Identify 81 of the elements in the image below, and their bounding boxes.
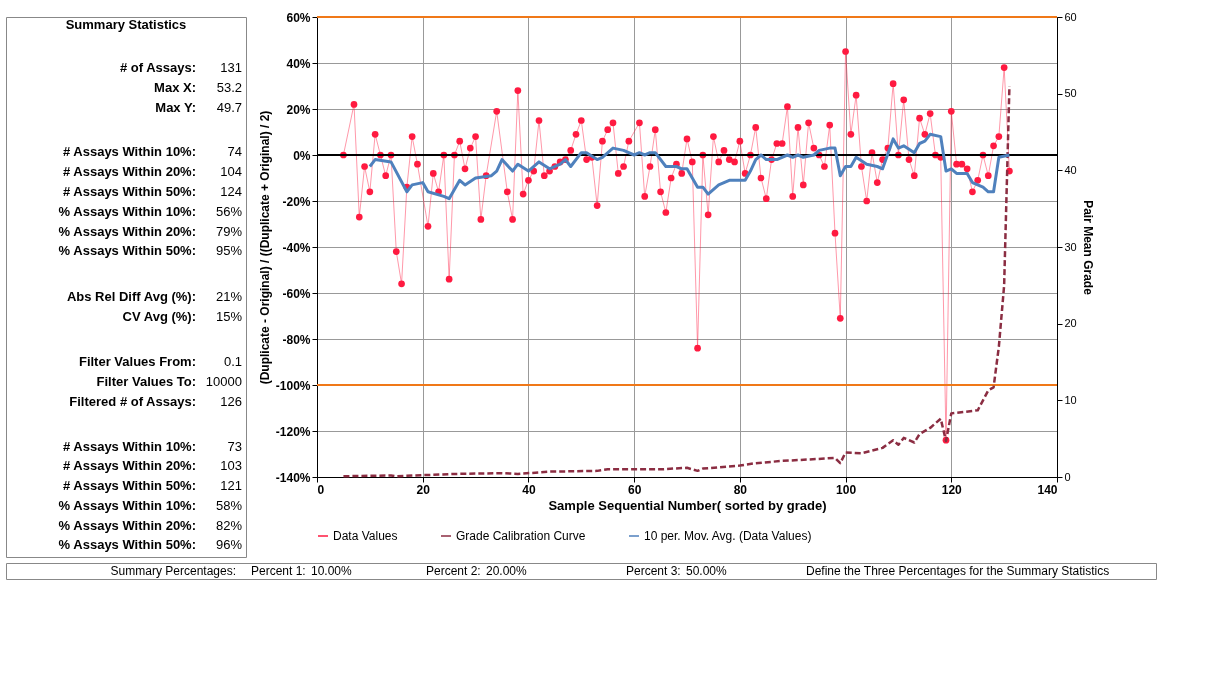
text: 96% <box>215 537 243 552</box>
x-tick-label: 120 <box>941 482 963 497</box>
text: 126 <box>220 394 242 409</box>
y2-tick-label: 10 <box>1064 393 1077 406</box>
text: Max Y: <box>155 100 196 115</box>
x-tick-label: 0 <box>317 482 325 497</box>
x-tick-label: 40 <box>522 482 536 497</box>
text: Filter Values From: <box>78 354 196 369</box>
text: Filter Values To: <box>96 374 196 389</box>
y-tick-label: 40% <box>286 56 311 71</box>
x-tick-label: 60 <box>627 482 642 497</box>
y-tick-label: 0% <box>293 148 311 163</box>
y-tick-label: 20% <box>286 102 311 117</box>
text: % Assays Within 10%: <box>58 204 196 219</box>
text: 0.1 <box>223 354 242 369</box>
legend-label: Grade Calibration Curve <box>456 529 586 543</box>
text: 95% <box>215 243 243 258</box>
text: 74 <box>227 144 242 159</box>
text: Abs Rel Diff Avg (%): <box>66 289 196 304</box>
text: Percent 1: <box>251 564 306 578</box>
text: Filtered # of Assays: <box>69 394 196 409</box>
text: 10000 <box>205 374 242 389</box>
text: # Assays Within 50%: <box>62 478 196 493</box>
text: 50.00% <box>686 564 728 578</box>
text: % Assays Within 20%: <box>58 518 196 533</box>
text: Summary Percentages: <box>110 564 236 578</box>
y-tick-label: -60% <box>282 286 311 301</box>
text: 103 <box>220 458 242 473</box>
text: 131 <box>220 60 242 75</box>
text: # Assays Within 20%: <box>62 164 196 179</box>
y-tick-label: -100% <box>275 378 311 393</box>
text: # of Assays: <box>119 60 196 75</box>
y2-tick-label: 60 <box>1064 10 1077 23</box>
y-axis-title: (Duplicate - Original) / ((Duplicate + Original) / 2) <box>257 110 272 385</box>
text: CV Avg (%): <box>122 309 196 324</box>
text: 49.7 <box>216 100 242 115</box>
text: 15% <box>215 309 243 324</box>
text: 21% <box>215 289 243 304</box>
y2-tick-label: 0 <box>1064 470 1071 483</box>
text: 82% <box>215 518 243 533</box>
text: 58% <box>215 498 243 513</box>
y-tick-label: -120% <box>275 424 311 439</box>
x-tick-label: 100 <box>836 482 857 497</box>
text: Summary Statistics <box>65 17 187 32</box>
x-tick-label: 80 <box>733 482 748 497</box>
y-tick-label: -140% <box>275 470 311 485</box>
text: 20.00% <box>486 564 528 578</box>
text: 73 <box>227 439 242 454</box>
text: Percent 3: <box>626 564 681 578</box>
text: 124 <box>220 184 242 199</box>
text: Max X: <box>154 80 196 95</box>
y-tick-label: -40% <box>282 240 311 255</box>
y-tick-label: 60% <box>286 10 311 25</box>
legend-label: 10 per. Mov. Avg. (Data Values) <box>644 529 812 543</box>
text: 56% <box>215 204 243 219</box>
text: # Assays Within 20%: <box>62 458 196 473</box>
text: % Assays Within 10%: <box>58 498 196 513</box>
text: % Assays Within 50%: <box>58 243 196 258</box>
text: % Assays Within 20%: <box>58 224 196 239</box>
y-tick-label: -80% <box>282 332 311 347</box>
text: 10.00% <box>311 564 353 578</box>
text: 104 <box>220 164 242 179</box>
y-tick-label: -20% <box>282 194 311 209</box>
x-axis-title: Sample Sequential Number( sorted by grade) <box>548 497 827 513</box>
y2-tick-label: 50 <box>1064 87 1077 100</box>
x-tick-label: 140 <box>1037 482 1058 497</box>
text: % Assays Within 50%: <box>58 537 196 552</box>
y2-axis-title: Pair Mean Grade <box>1080 200 1095 296</box>
text: 79% <box>215 224 243 239</box>
y2-tick-label: 40 <box>1064 163 1077 176</box>
text: # Assays Within 50%: <box>62 184 196 199</box>
text: 121 <box>220 478 242 493</box>
text: # Assays Within 10%: <box>62 439 196 454</box>
text: Percent 2: <box>426 564 481 578</box>
x-tick-label: 20 <box>416 482 431 497</box>
legend-label: Data Values <box>333 529 398 543</box>
text: # Assays Within 10%: <box>62 144 196 159</box>
text: 53.2 <box>216 80 242 95</box>
text: Define the Three Percentages for the Summary Statistics <box>806 564 1110 578</box>
y2-tick-label: 20 <box>1064 317 1077 330</box>
y2-tick-label: 30 <box>1064 240 1077 253</box>
